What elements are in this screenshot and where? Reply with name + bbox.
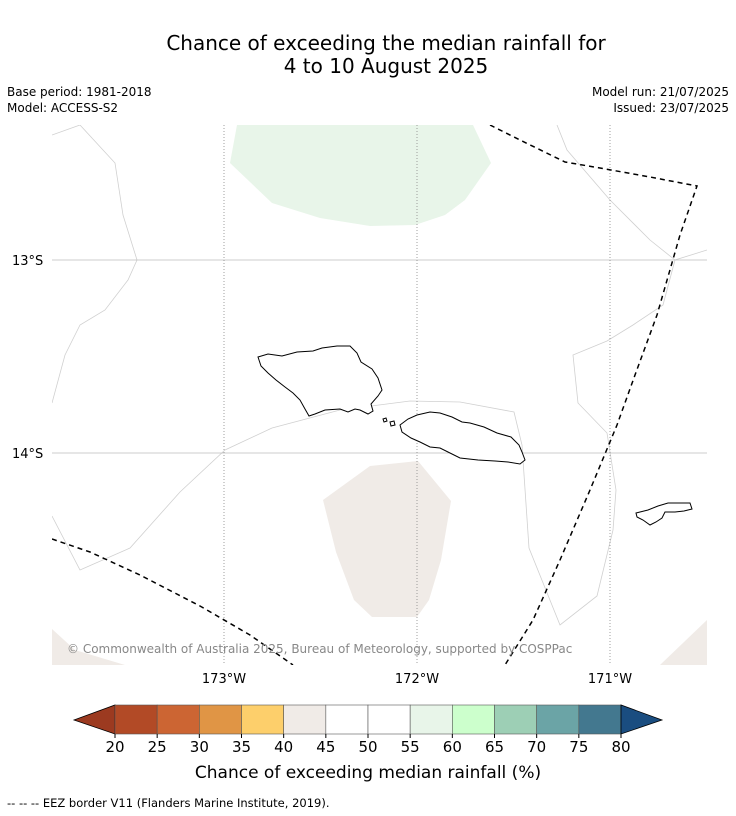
- meta-right: Model run: 21/07/2025 Issued: 23/07/2025: [592, 84, 729, 116]
- lon-label-173w: 173°W: [202, 672, 246, 687]
- colorbar-over-arrow: [620, 704, 664, 735]
- upolu-island: [399, 411, 526, 465]
- colorbar-box: [536, 704, 580, 735]
- colorbar-tick-label: 40: [274, 738, 293, 756]
- coastlines: [257, 345, 693, 526]
- colorbar-box: [156, 704, 200, 735]
- lat-label-13s: 13°S: [12, 254, 43, 269]
- colorbar-tick-label: 65: [485, 738, 504, 756]
- below-median-area: [323, 461, 451, 617]
- above-median-area: [230, 125, 491, 226]
- colorbar-box: [452, 704, 495, 735]
- colorbar-box: [114, 704, 158, 735]
- graticule: [52, 125, 707, 665]
- below-median-corner-sw: [52, 629, 125, 665]
- lat-label-14s: 14°S: [12, 447, 43, 462]
- colorbar-under-arrow: [72, 704, 116, 735]
- colorbar-tick-label: 55: [401, 738, 420, 756]
- savaii-island: [257, 345, 383, 417]
- issued-date: Issued: 23/07/2025: [613, 101, 729, 115]
- colorbar-box: [367, 704, 411, 735]
- manono-island: [382, 417, 388, 423]
- below-median-corner-se: [660, 620, 707, 665]
- colorbar-tick-label: 25: [148, 738, 167, 756]
- colorbar-box: [325, 704, 369, 735]
- apolima-island: [389, 420, 396, 427]
- base-period: Base period: 1981-2018: [7, 85, 152, 99]
- meta-left: Base period: 1981-2018 Model: ACCESS-S2: [7, 84, 152, 116]
- map-area: © Commonwealth of Australia 2025, Bureau…: [52, 125, 707, 665]
- colorbar-box: [494, 704, 537, 735]
- colorbar-box: [199, 704, 242, 735]
- lon-label-171w: 171°W: [588, 672, 632, 687]
- tutuila-island: [635, 502, 693, 526]
- title-line-1: Chance of exceeding the median rainfall …: [166, 31, 606, 55]
- colorbar: 20 25 30 35 40 45 50 55 60 65 70 75 80 Chance of exc…: [72, 704, 664, 783]
- lon-label-172w: 172°W: [395, 672, 439, 687]
- colorbar-tick-label: 50: [358, 738, 377, 756]
- colorbar-tick-label: 70: [527, 738, 546, 756]
- model-run: Model run: 21/07/2025: [591, 85, 729, 99]
- axis-labels: 13°S 14°S 173°W 172°W 171°W: [12, 254, 632, 687]
- colorbar-tick-label: 20: [105, 738, 124, 756]
- colorbar-box: [241, 704, 284, 735]
- colorbar-tick-label: 60: [443, 738, 462, 756]
- colorbar-box: [578, 704, 622, 735]
- title-line-2: 4 to 10 August 2025: [283, 54, 489, 78]
- colorbar-box: [409, 704, 453, 735]
- colorbar-box: [283, 704, 327, 735]
- model-name: Model: ACCESS-S2: [7, 101, 119, 115]
- colorbar-tick-label: 35: [232, 738, 251, 756]
- colorbar-label: Chance of exceeding median rainfall (%): [195, 763, 541, 783]
- copyright-text: © Commonwealth of Australia 2025, Bureau…: [67, 642, 572, 656]
- colorbar-tick-label: 75: [569, 738, 588, 756]
- colorbar-tick-label: 80: [611, 738, 630, 756]
- eez-footnote: -- -- -- EEZ border V11 (Flanders Marine…: [7, 796, 330, 810]
- eez-border: [52, 125, 698, 665]
- colorbar-tick-label: 30: [190, 738, 209, 756]
- colorbar-tick-label: 45: [316, 738, 335, 756]
